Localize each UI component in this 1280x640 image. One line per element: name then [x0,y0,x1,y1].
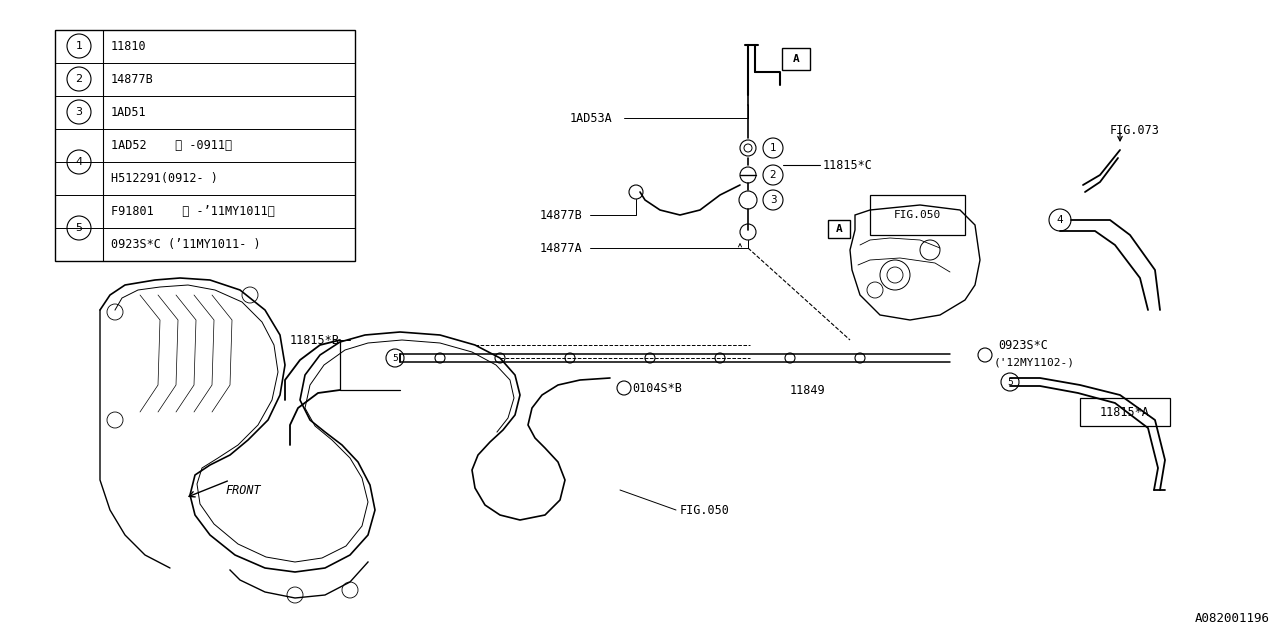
Text: 5: 5 [392,353,398,362]
Text: 14877A: 14877A [540,241,582,255]
Text: 11815*A: 11815*A [1100,406,1149,419]
Text: 14877B: 14877B [540,209,582,221]
Text: 4: 4 [1057,215,1064,225]
Text: A082001196: A082001196 [1196,612,1270,625]
Text: 1AD52    〈 -0911〉: 1AD52 〈 -0911〉 [111,138,232,152]
Text: 1: 1 [769,143,776,153]
Text: 5: 5 [1007,378,1012,387]
Bar [782,48,810,70]
Text: 11810: 11810 [111,40,147,52]
Text: 2: 2 [769,170,776,180]
Text: 0923S*C (’11MY1011- ): 0923S*C (’11MY1011- ) [111,237,261,250]
Text: 11849: 11849 [790,383,826,397]
Bar [828,220,850,238]
Text: 5: 5 [76,223,82,233]
Text: 1AD53A: 1AD53A [570,111,613,125]
Text: 1AD51: 1AD51 [111,106,147,118]
Text: FRONT: FRONT [225,483,261,497]
Text: FIG.050: FIG.050 [893,210,941,220]
Text: A: A [792,54,800,64]
Text: 11815*B: 11815*B [291,333,340,346]
Text: 2: 2 [76,74,83,84]
Text: 0923S*C: 0923S*C [998,339,1048,351]
Text: 0104S*B: 0104S*B [632,381,682,394]
Text: 3: 3 [769,195,776,205]
Text: F91801    〈 -’11MY1011〉: F91801 〈 -’11MY1011〉 [111,205,275,218]
Bar [1080,398,1170,426]
Text: 14877B: 14877B [111,72,154,86]
Text: ('12MY1102-): ('12MY1102-) [995,357,1075,367]
Text: FIG.050: FIG.050 [680,504,730,516]
Text: 3: 3 [76,107,82,117]
Text: A: A [836,224,842,234]
Text: 11815*C: 11815*C [823,159,873,172]
Bar [870,195,965,235]
Text: 4: 4 [76,157,83,167]
Text: H512291(0912- ): H512291(0912- ) [111,172,218,184]
Text: FIG.073: FIG.073 [1110,124,1160,136]
Bar [55,30,355,261]
Text: 1: 1 [76,41,82,51]
